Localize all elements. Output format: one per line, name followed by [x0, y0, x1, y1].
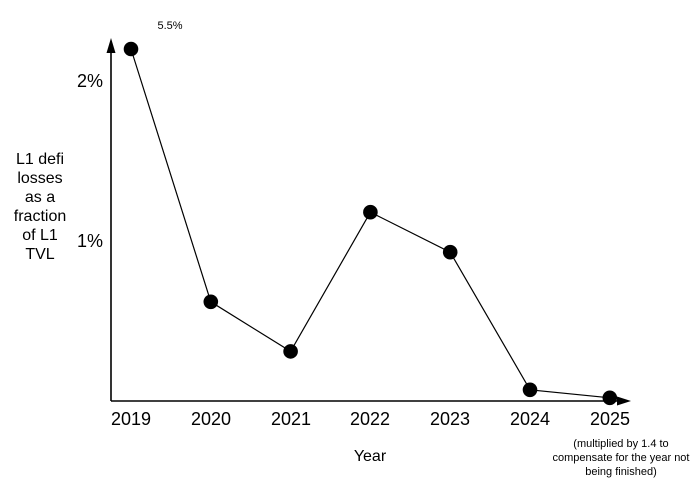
data-point-2021: [283, 344, 298, 359]
y-axis-arrowhead-icon: [106, 38, 116, 53]
footnote: (multiplied by 1.4 to compensate for the…: [553, 438, 690, 478]
data-point-2019: [123, 41, 139, 57]
axes: [106, 38, 631, 406]
series-line: [130, 48, 610, 399]
data-point-2020: [203, 294, 219, 310]
x-tick-label-2021: 2021: [271, 409, 311, 429]
y-axis-title-line: as a: [25, 189, 55, 206]
x-tick-label-2019: 2019: [111, 409, 151, 429]
data-point-2022: [363, 204, 378, 220]
footnote-line: (multiplied by 1.4 to: [573, 438, 668, 450]
x-axis-arrowhead-icon: [617, 396, 631, 406]
y-tick-label-1pct: 1%: [77, 231, 103, 251]
x-tick-labels: 2019 2020 2021 2022 2023 2024 2025: [111, 409, 630, 429]
y-axis-title-line: L1 defi: [16, 151, 64, 168]
footnote-line: being finished): [585, 466, 657, 478]
peak-value-annotation: 5.5%: [157, 20, 182, 32]
data-point-2024: [522, 382, 538, 398]
data-point-2025: [602, 390, 618, 406]
x-tick-label-2020: 2020: [191, 409, 231, 429]
x-axis-title: Year: [354, 448, 387, 465]
x-tick-label-2022: 2022: [350, 409, 390, 429]
y-axis-title-line: TVL: [25, 246, 54, 263]
x-tick-label-2023: 2023: [430, 409, 470, 429]
y-axis-title-line: fraction: [14, 208, 66, 225]
x-tick-label-2024: 2024: [510, 409, 550, 429]
data-series: [123, 41, 618, 406]
y-tick-label-2pct: 2%: [77, 71, 103, 91]
x-tick-label-2025: 2025: [590, 409, 630, 429]
y-axis-title-line: losses: [17, 170, 62, 187]
data-point-2023: [442, 244, 458, 260]
footnote-line: compensate for the year not: [553, 452, 690, 464]
y-axis-title: L1 defi losses as a fraction of L1 TVL: [14, 151, 66, 263]
y-axis-title-line: of L1: [22, 227, 58, 244]
